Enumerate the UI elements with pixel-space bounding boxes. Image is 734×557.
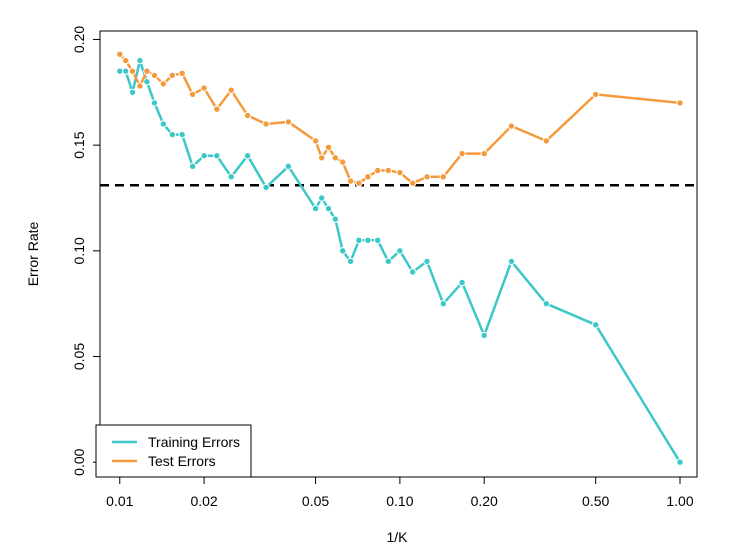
- data-point: [676, 458, 684, 466]
- data-point: [592, 90, 600, 99]
- data-point: [458, 149, 466, 158]
- data-point: [339, 158, 347, 166]
- data-point: [331, 215, 339, 223]
- data-point: [384, 166, 392, 175]
- series-line-training-errors: [119, 59, 682, 463]
- y-tick-label: 0.15: [71, 131, 87, 158]
- y-axis: 0.00 0.05 0.10 0.15 0.20: [71, 26, 101, 476]
- data-point: [507, 122, 516, 130]
- data-point: [159, 120, 168, 128]
- data-point: [339, 247, 347, 255]
- data-point: [439, 173, 447, 181]
- data-point: [136, 82, 144, 90]
- data-point: [374, 236, 382, 245]
- data-point: [318, 194, 326, 202]
- data-point: [439, 300, 447, 308]
- series-training-errors: [116, 56, 684, 466]
- data-point: [227, 86, 235, 94]
- data-point: [331, 154, 339, 162]
- data-point: [284, 162, 293, 171]
- data-point: [592, 321, 600, 329]
- data-point: [311, 137, 320, 145]
- data-point: [188, 162, 197, 171]
- data-point: [262, 183, 270, 192]
- data-point: [243, 152, 252, 160]
- data-point: [324, 143, 333, 152]
- y-tick-label: 0.00: [71, 448, 87, 475]
- x-tick-label: 0.50: [582, 493, 609, 509]
- data-point: [136, 56, 144, 65]
- y-tick-label: 0.20: [71, 26, 87, 53]
- legend-label-training-errors: Training Errors: [148, 434, 240, 450]
- data-point: [318, 154, 326, 162]
- data-point: [355, 236, 363, 245]
- data-point: [150, 99, 159, 107]
- x-axis: 0.01 0.02 0.05 0.10 0.20 0.50 1.00: [106, 476, 694, 509]
- data-point: [128, 67, 137, 75]
- series-line-test-errors: [118, 53, 681, 185]
- data-point: [324, 204, 333, 213]
- data-point: [355, 179, 363, 187]
- data-point: [150, 71, 159, 80]
- data-point: [409, 268, 417, 276]
- y-tick-label: 0.05: [71, 343, 87, 370]
- data-point: [243, 111, 252, 120]
- data-point: [423, 173, 431, 181]
- x-tick-label: 1.00: [666, 493, 693, 509]
- data-point: [396, 168, 404, 177]
- data-point: [676, 99, 684, 107]
- data-point: [168, 71, 177, 80]
- x-tick-label: 0.20: [471, 493, 498, 509]
- data-point: [423, 257, 431, 266]
- data-point: [542, 137, 550, 145]
- data-point: [200, 84, 208, 92]
- data-point: [364, 236, 372, 245]
- data-point: [346, 177, 355, 185]
- data-point: [178, 69, 186, 78]
- data-point: [480, 331, 488, 340]
- y-tick-label: 0.10: [71, 237, 87, 264]
- data-point: [213, 105, 221, 113]
- data-point: [262, 120, 270, 128]
- data-point: [188, 90, 197, 99]
- data-point: [507, 257, 516, 266]
- data-point: [159, 80, 168, 88]
- data-point: [384, 257, 392, 266]
- data-point: [178, 130, 186, 139]
- data-point: [374, 166, 382, 175]
- data-point: [396, 247, 404, 255]
- data-point: [364, 173, 372, 181]
- data-point: [143, 78, 151, 86]
- x-axis-title: 1/K: [386, 529, 408, 545]
- data-point: [409, 179, 417, 187]
- data-point: [122, 56, 130, 65]
- series-test-errors: [116, 50, 684, 187]
- data-point: [213, 152, 221, 160]
- data-point: [227, 173, 235, 181]
- y-axis-title: Error Rate: [25, 222, 41, 287]
- legend: Training Errors Test Errors: [95, 424, 252, 478]
- legend-box: [95, 424, 252, 478]
- x-tick-label: 0.10: [386, 493, 413, 509]
- data-point: [542, 300, 550, 308]
- data-point: [200, 152, 208, 160]
- x-tick-label: 0.02: [190, 493, 217, 509]
- data-point: [122, 67, 130, 75]
- x-tick-label: 0.05: [302, 493, 329, 509]
- data-point: [128, 88, 137, 97]
- data-point: [168, 130, 177, 139]
- data-point: [284, 118, 293, 126]
- data-point: [311, 204, 320, 213]
- data-point: [458, 278, 466, 287]
- data-point: [480, 149, 488, 158]
- data-point: [346, 257, 355, 266]
- legend-label-test-errors: Test Errors: [148, 453, 216, 469]
- x-tick-label: 0.01: [106, 493, 133, 509]
- data-point: [116, 50, 124, 58]
- data-point: [143, 67, 151, 75]
